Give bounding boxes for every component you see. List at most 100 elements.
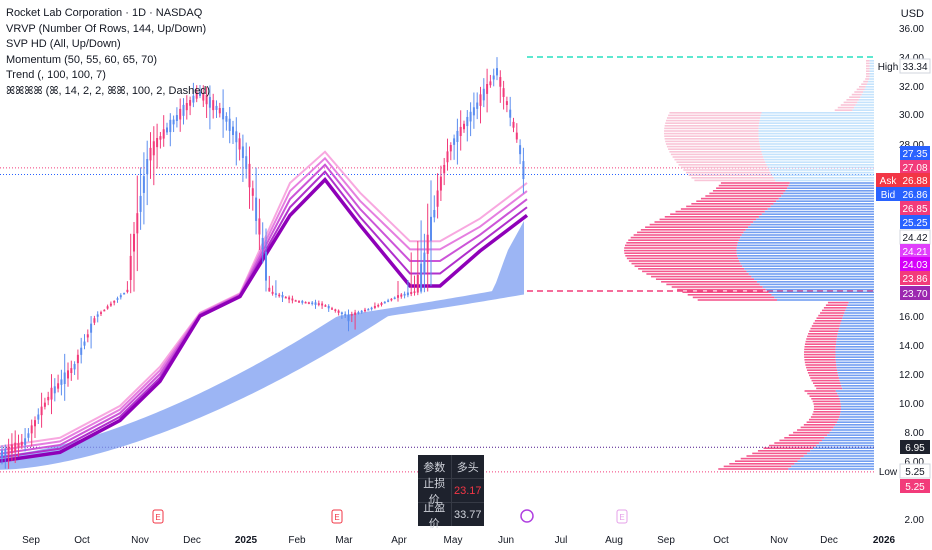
volume-bar-up: [831, 429, 874, 431]
candle-body: [439, 176, 442, 191]
volume-bar-down: [800, 426, 834, 429]
volume-bar-down: [642, 270, 747, 273]
chart-title[interactable]: Rocket Lab Corporation · 1D · NASDAQ: [6, 7, 203, 19]
volume-bar-down: [723, 465, 792, 468]
volume-bar-up: [774, 296, 874, 299]
volume-bar-up: [810, 450, 874, 452]
volume-bar-down: [638, 268, 745, 270]
volume-bar-down: [804, 361, 836, 364]
volume-bar-down: [763, 447, 814, 449]
volume-bar-down: [740, 457, 801, 460]
volume-bar-up: [843, 314, 874, 317]
price-tag-value: 5.25: [905, 467, 925, 478]
volume-bar-down: [837, 106, 855, 109]
volume-bar-down: [700, 197, 779, 200]
indicator-trend[interactable]: Trend (, 100, 100, 7): [6, 69, 106, 81]
volume-bar-up: [772, 174, 874, 176]
volume-bar-up: [835, 359, 874, 361]
candle-body: [298, 301, 300, 303]
candle-body: [350, 314, 353, 316]
candle-body: [63, 372, 66, 385]
candle-body: [205, 94, 208, 105]
volume-bar-down: [686, 205, 771, 208]
volume-bar-down: [664, 132, 759, 135]
candle-body: [202, 92, 205, 101]
volume-bar-up: [840, 405, 874, 408]
volume-bar-down: [788, 434, 828, 436]
candle-body: [433, 210, 436, 218]
candle-body: [96, 314, 99, 317]
volume-bar-up: [753, 221, 874, 223]
volume-bar-down: [696, 200, 777, 202]
candle-body: [73, 363, 76, 370]
volume-bar-up: [737, 244, 874, 247]
volume-bar-up: [767, 166, 874, 169]
volume-bar-down: [866, 70, 870, 72]
price-tag-bg: [899, 463, 931, 479]
candle-body: [50, 387, 53, 400]
volume-bar-up: [833, 426, 874, 429]
volume-bar-down: [705, 195, 782, 197]
volume-bar-up: [756, 218, 874, 221]
candle-body: [241, 146, 244, 158]
candle-body: [397, 295, 399, 298]
tooltip-key: 止盈价: [423, 501, 446, 530]
volume-bar-down: [729, 463, 795, 465]
volume-bar-down: [851, 93, 862, 96]
momentum-band: [0, 163, 528, 455]
price-tag-value: 25.25: [902, 218, 927, 229]
volume-bar-down: [680, 208, 768, 210]
candle-body: [403, 293, 406, 296]
candle-body: [255, 197, 258, 221]
price-tag-value: 24.03: [902, 260, 927, 271]
indicator-custom[interactable]: ꕤꕤꕤꕤ (ꕤ, 14, 2, 2, ꕤꕤ, 100, 2, Dashed): [6, 84, 211, 97]
volume-bar-down: [670, 213, 762, 215]
price-tag-bg: [900, 271, 930, 285]
volume-bar-up: [759, 119, 874, 122]
volume-bar-up: [794, 463, 874, 465]
volume-bar-up: [835, 356, 874, 358]
volume-bar-down: [691, 177, 774, 179]
volume-bar-down: [856, 88, 865, 91]
price-tag-bg: [900, 160, 930, 174]
volume-bar-down: [863, 80, 869, 83]
price-tag-value: 5.25: [905, 482, 925, 493]
y-tick-label: 2.00: [905, 515, 925, 526]
candle-body: [126, 289, 129, 292]
volume-bar-down: [746, 455, 804, 457]
volume-bar-down: [866, 73, 870, 75]
indicator-momentum[interactable]: Momentum (50, 55, 60, 65, 70): [6, 53, 158, 66]
volume-bar-down: [645, 226, 749, 228]
volume-bar-up: [819, 442, 874, 444]
volume-bar-up: [837, 392, 874, 395]
volume-bar-down: [694, 179, 776, 182]
volume-bar-down: [666, 283, 760, 286]
candle-body: [232, 126, 234, 135]
volume-bar-down: [669, 151, 762, 153]
volume-bar-down: [813, 405, 841, 408]
volume-bar-up: [869, 60, 874, 62]
candle-body: [509, 109, 512, 118]
volume-bar-up: [797, 460, 874, 462]
volume-bar-up: [761, 151, 874, 153]
currency-label[interactable]: USD: [900, 8, 924, 20]
volume-bar-up: [835, 361, 874, 364]
candle-body: [76, 354, 79, 364]
candle-body: [162, 129, 165, 139]
volume-bar-up: [773, 177, 874, 179]
volume-bar-down: [649, 223, 751, 226]
indicator-vrvp[interactable]: VRVP (Number Of Rows, 144, Up/Down): [6, 22, 207, 35]
candle-body: [67, 370, 69, 379]
volume-bar-down: [866, 75, 870, 78]
x-tick-label: Nov: [770, 535, 788, 546]
volume-bar-down: [718, 468, 789, 470]
candle-body: [86, 334, 89, 338]
volume-bar-down: [865, 78, 870, 80]
tooltip-value: 多头: [450, 455, 485, 478]
price-tag-bg: [900, 257, 930, 271]
indicator-svp[interactable]: SVP HD (All, Up/Down): [6, 38, 121, 50]
candle-body: [47, 396, 50, 401]
volume-bar-up: [836, 343, 874, 345]
volume-bar-up: [835, 346, 874, 348]
